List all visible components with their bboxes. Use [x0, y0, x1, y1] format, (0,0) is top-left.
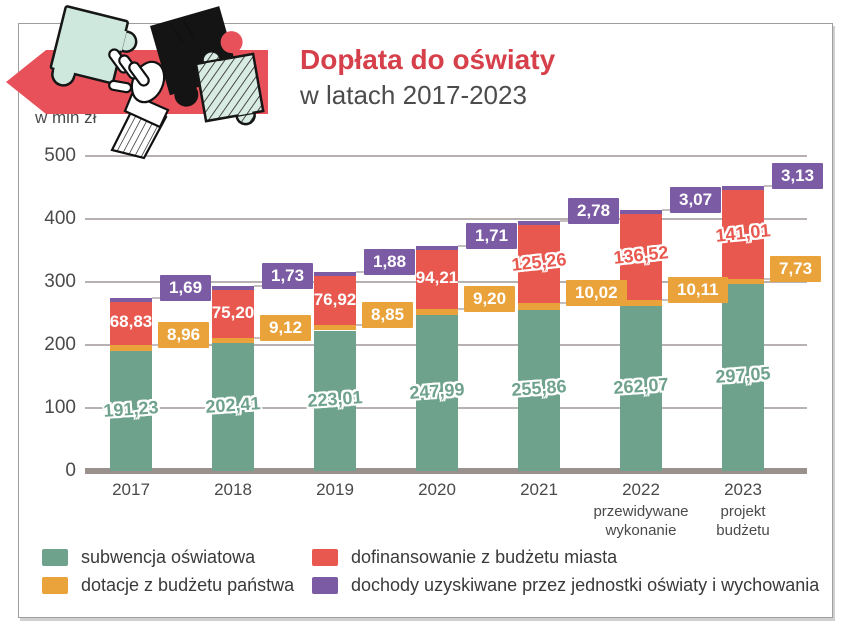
x-tick-sublabel-2023: projekt budżetu	[716, 503, 770, 539]
callout-2023-3: 3,13	[772, 163, 824, 190]
page-title: Dopłata do oświaty	[300, 44, 556, 75]
bar-2017-seg-1	[110, 344, 152, 351]
header-illustration	[6, 5, 268, 160]
bar-2023-seg-0	[722, 283, 764, 471]
callout-2022-3: 3,07	[670, 186, 722, 213]
bar-2022-seg-3	[620, 209, 662, 214]
puzzle-piece-mint-icon	[49, 5, 138, 87]
x-tick-2021: 2021	[520, 480, 558, 499]
bar-2019-seg-2	[314, 276, 356, 325]
gridline-500	[85, 155, 807, 157]
legend-swatch-icon	[42, 577, 68, 594]
bar-2021-seg-3	[518, 220, 560, 225]
bar-2017-seg-0	[110, 350, 152, 471]
bar-2018-seg-2	[212, 290, 254, 338]
legend-item-subwencja-oświatowa: subwencja oświatowa	[42, 547, 255, 568]
legend-label: dotacje z budżetu państwa	[81, 575, 295, 595]
callout-2020-3: 1,71	[466, 222, 518, 249]
bar-2020-seg-0	[416, 314, 458, 471]
callout-2021-3: 2,78	[568, 197, 620, 224]
x-tick-sublabel-2022: przewidywane wykonanie	[593, 503, 689, 539]
legend-label: dofinansowanie z budżetu miasta	[351, 547, 618, 567]
bar-2019-seg-1	[314, 324, 356, 331]
y-tick-0: 0	[65, 460, 76, 481]
bar-2021-seg-2	[518, 224, 560, 304]
y-tick-100: 100	[44, 397, 76, 418]
bar-2023-seg-2	[722, 190, 764, 279]
callout-2022-1: 10,11	[668, 276, 728, 303]
bar-2017-seg-3	[110, 297, 152, 302]
y-tick-200: 200	[44, 334, 76, 355]
bar-2018-seg-3	[212, 286, 254, 291]
bar-2020-seg-3	[416, 245, 458, 250]
legend-item-dochody-uzyskiwane-przez-jednostki-oświaty-i-wychowania: dochody uzyskiwane przez jednostki oświa…	[312, 575, 819, 596]
x-tick-2023: 2023 projekt budżetu	[695, 480, 791, 541]
puzzle-piece-hatched-icon	[194, 49, 265, 126]
legend-swatch-icon	[312, 549, 338, 566]
legend-item-dotacje-z-budżetu-państwa: dotacje z budżetu państwa	[42, 575, 294, 596]
gridline-400	[85, 218, 807, 220]
callout-2017-3: 1,69	[160, 274, 212, 301]
x-tick-2017: 2017	[112, 480, 150, 499]
value-label-2020-2: 94,21	[415, 268, 459, 288]
callout-2018-3: 1,73	[262, 263, 314, 290]
bar-2019-seg-3	[314, 272, 356, 277]
x-axis-line	[85, 468, 807, 474]
y-tick-300: 300	[44, 271, 76, 292]
page-subtitle: w latach 2017-2023	[300, 80, 527, 110]
bar-2021-seg-1	[518, 303, 560, 310]
bar-2021-seg-0	[518, 309, 560, 471]
bar-2020-seg-1	[416, 308, 458, 315]
value-label-2018-2: 75,20	[211, 303, 255, 323]
bar-2023-seg-1	[722, 278, 764, 284]
bar-2018-seg-0	[212, 343, 254, 471]
bar-2018-seg-1	[212, 337, 254, 344]
x-tick-2019: 2019	[316, 480, 354, 499]
callout-2023-1: 7,73	[770, 255, 822, 282]
hand-icon	[108, 48, 170, 160]
bar-2022-seg-0	[620, 305, 662, 471]
motion-lines-icon	[170, 19, 195, 44]
bar-2022-seg-1	[620, 299, 662, 306]
bar-2023-seg-3	[722, 186, 764, 191]
legend-label: subwencja oświatowa	[81, 547, 256, 567]
legend-label: dochody uzyskiwane przez jednostki oświa…	[351, 575, 820, 595]
y-tick-400: 400	[44, 208, 76, 229]
bar-2019-seg-0	[314, 330, 356, 471]
bar-2022-seg-2	[620, 213, 662, 300]
callout-2019-1: 8,85	[362, 301, 414, 328]
x-tick-2022: 2022 przewidywane wykonanie	[593, 480, 689, 539]
callout-2017-1: 8,96	[158, 321, 210, 348]
legend-swatch-icon	[312, 577, 338, 594]
callout-2021-1: 10,02	[566, 280, 627, 307]
x-tick-2018: 2018	[214, 480, 252, 499]
legend-item-dofinansowanie-z-budżetu-miasta: dofinansowanie z budżetu miasta	[312, 547, 617, 568]
bar-2017-seg-2	[110, 301, 152, 345]
value-label-2019-2: 76,92	[313, 289, 357, 309]
callout-2020-1: 9,20	[464, 285, 516, 312]
x-tick-2020: 2020	[418, 480, 456, 499]
callout-2019-3: 1,88	[364, 249, 416, 276]
legend-swatch-icon	[42, 549, 68, 566]
callout-2018-1: 9,12	[260, 314, 312, 341]
bar-2020-seg-2	[416, 249, 458, 309]
value-label-2017-2: 68,83	[109, 312, 153, 332]
y-tick-500: 500	[44, 145, 76, 166]
